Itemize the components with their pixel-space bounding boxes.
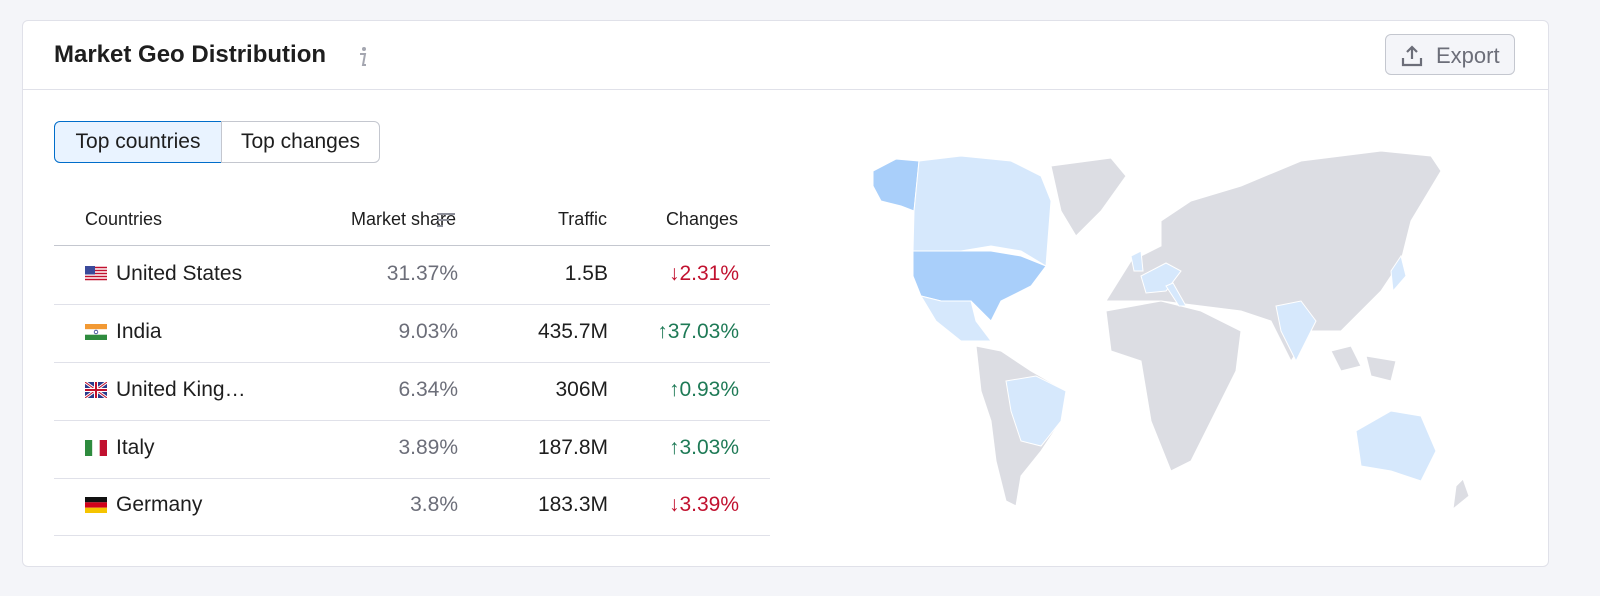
change: ↑0.93% <box>668 378 739 401</box>
region[interactable] <box>1140 262 1182 294</box>
export-label: Export <box>1436 43 1500 68</box>
traffic: 187.8M <box>537 436 608 459</box>
traffic: 435.7M <box>537 320 608 343</box>
flag <box>85 324 107 340</box>
column-header[interactable]: Countries <box>85 209 163 229</box>
column-header[interactable]: Traffic <box>557 209 607 229</box>
change: ↑3.03% <box>668 436 739 459</box>
info-icon[interactable] <box>355 45 369 67</box>
region[interactable] <box>1105 150 1442 362</box>
card: Market Geo Distribution Export Top count… <box>22 20 1549 567</box>
market-share: 31.37% <box>386 262 458 285</box>
export-button[interactable]: Export <box>1385 34 1515 75</box>
region[interactable] <box>1130 250 1144 272</box>
change-value: 3.03% <box>679 436 739 459</box>
region[interactable] <box>1355 410 1437 482</box>
flag <box>85 382 107 398</box>
country: United States <box>116 262 243 285</box>
flag <box>85 497 107 513</box>
traffic: 306M <box>555 378 608 401</box>
tab[interactable]: Top changes <box>221 121 380 163</box>
market-share: 9.03% <box>398 320 458 343</box>
market-share: 6.34% <box>398 378 458 401</box>
flag <box>85 440 107 456</box>
change: ↓3.39% <box>668 493 739 516</box>
region[interactable] <box>1452 478 1470 511</box>
region[interactable] <box>1330 345 1397 382</box>
region[interactable] <box>919 295 992 342</box>
region[interactable] <box>1005 375 1067 447</box>
change: ↓2.31% <box>668 262 739 285</box>
change-value: 3.39% <box>679 493 739 516</box>
table-row: Germany 3.8% 183.3M ↓3.39% <box>54 477 770 536</box>
country: India <box>116 320 162 343</box>
region[interactable] <box>1105 300 1242 472</box>
export-icon <box>1401 45 1423 67</box>
table-row: Italy 3.89% 187.8M ↑3.03% <box>54 420 770 479</box>
column-header[interactable]: Market share <box>350 209 456 229</box>
change-value: 37.03% <box>667 320 739 343</box>
table-row: India 9.03% 435.7M ↑37.03% <box>54 304 770 363</box>
change-value: 0.93% <box>679 378 739 401</box>
region[interactable] <box>872 158 920 212</box>
country: Italy <box>116 436 155 459</box>
sort-icon[interactable] <box>436 212 456 228</box>
region[interactable] <box>912 155 1052 267</box>
table-row: United King… 6.34% 306M ↑0.93% <box>54 362 770 421</box>
market-share: 3.8% <box>410 493 458 516</box>
flag <box>85 266 107 282</box>
traffic: 183.3M <box>537 493 608 516</box>
table-row: United States 31.37% 1.5B ↓2.31% <box>54 246 770 305</box>
region[interactable] <box>1390 254 1407 293</box>
change: ↑37.03% <box>657 320 739 343</box>
tab[interactable]: Top countries <box>54 121 222 163</box>
column-header[interactable]: Changes <box>665 209 738 229</box>
world-map <box>872 150 1470 511</box>
header-divider <box>54 245 770 246</box>
card-header: Market Geo Distribution Export <box>23 21 1548 90</box>
market-share: 3.89% <box>398 436 458 459</box>
region[interactable] <box>912 250 1047 322</box>
region[interactable] <box>1275 300 1317 363</box>
change-value: 2.31% <box>679 262 739 285</box>
region[interactable] <box>1050 157 1127 237</box>
country: United King… <box>116 378 246 401</box>
country: Germany <box>116 493 203 516</box>
traffic: 1.5B <box>564 262 608 285</box>
title: Market Geo Distribution <box>54 41 327 68</box>
region[interactable] <box>1165 282 1187 307</box>
